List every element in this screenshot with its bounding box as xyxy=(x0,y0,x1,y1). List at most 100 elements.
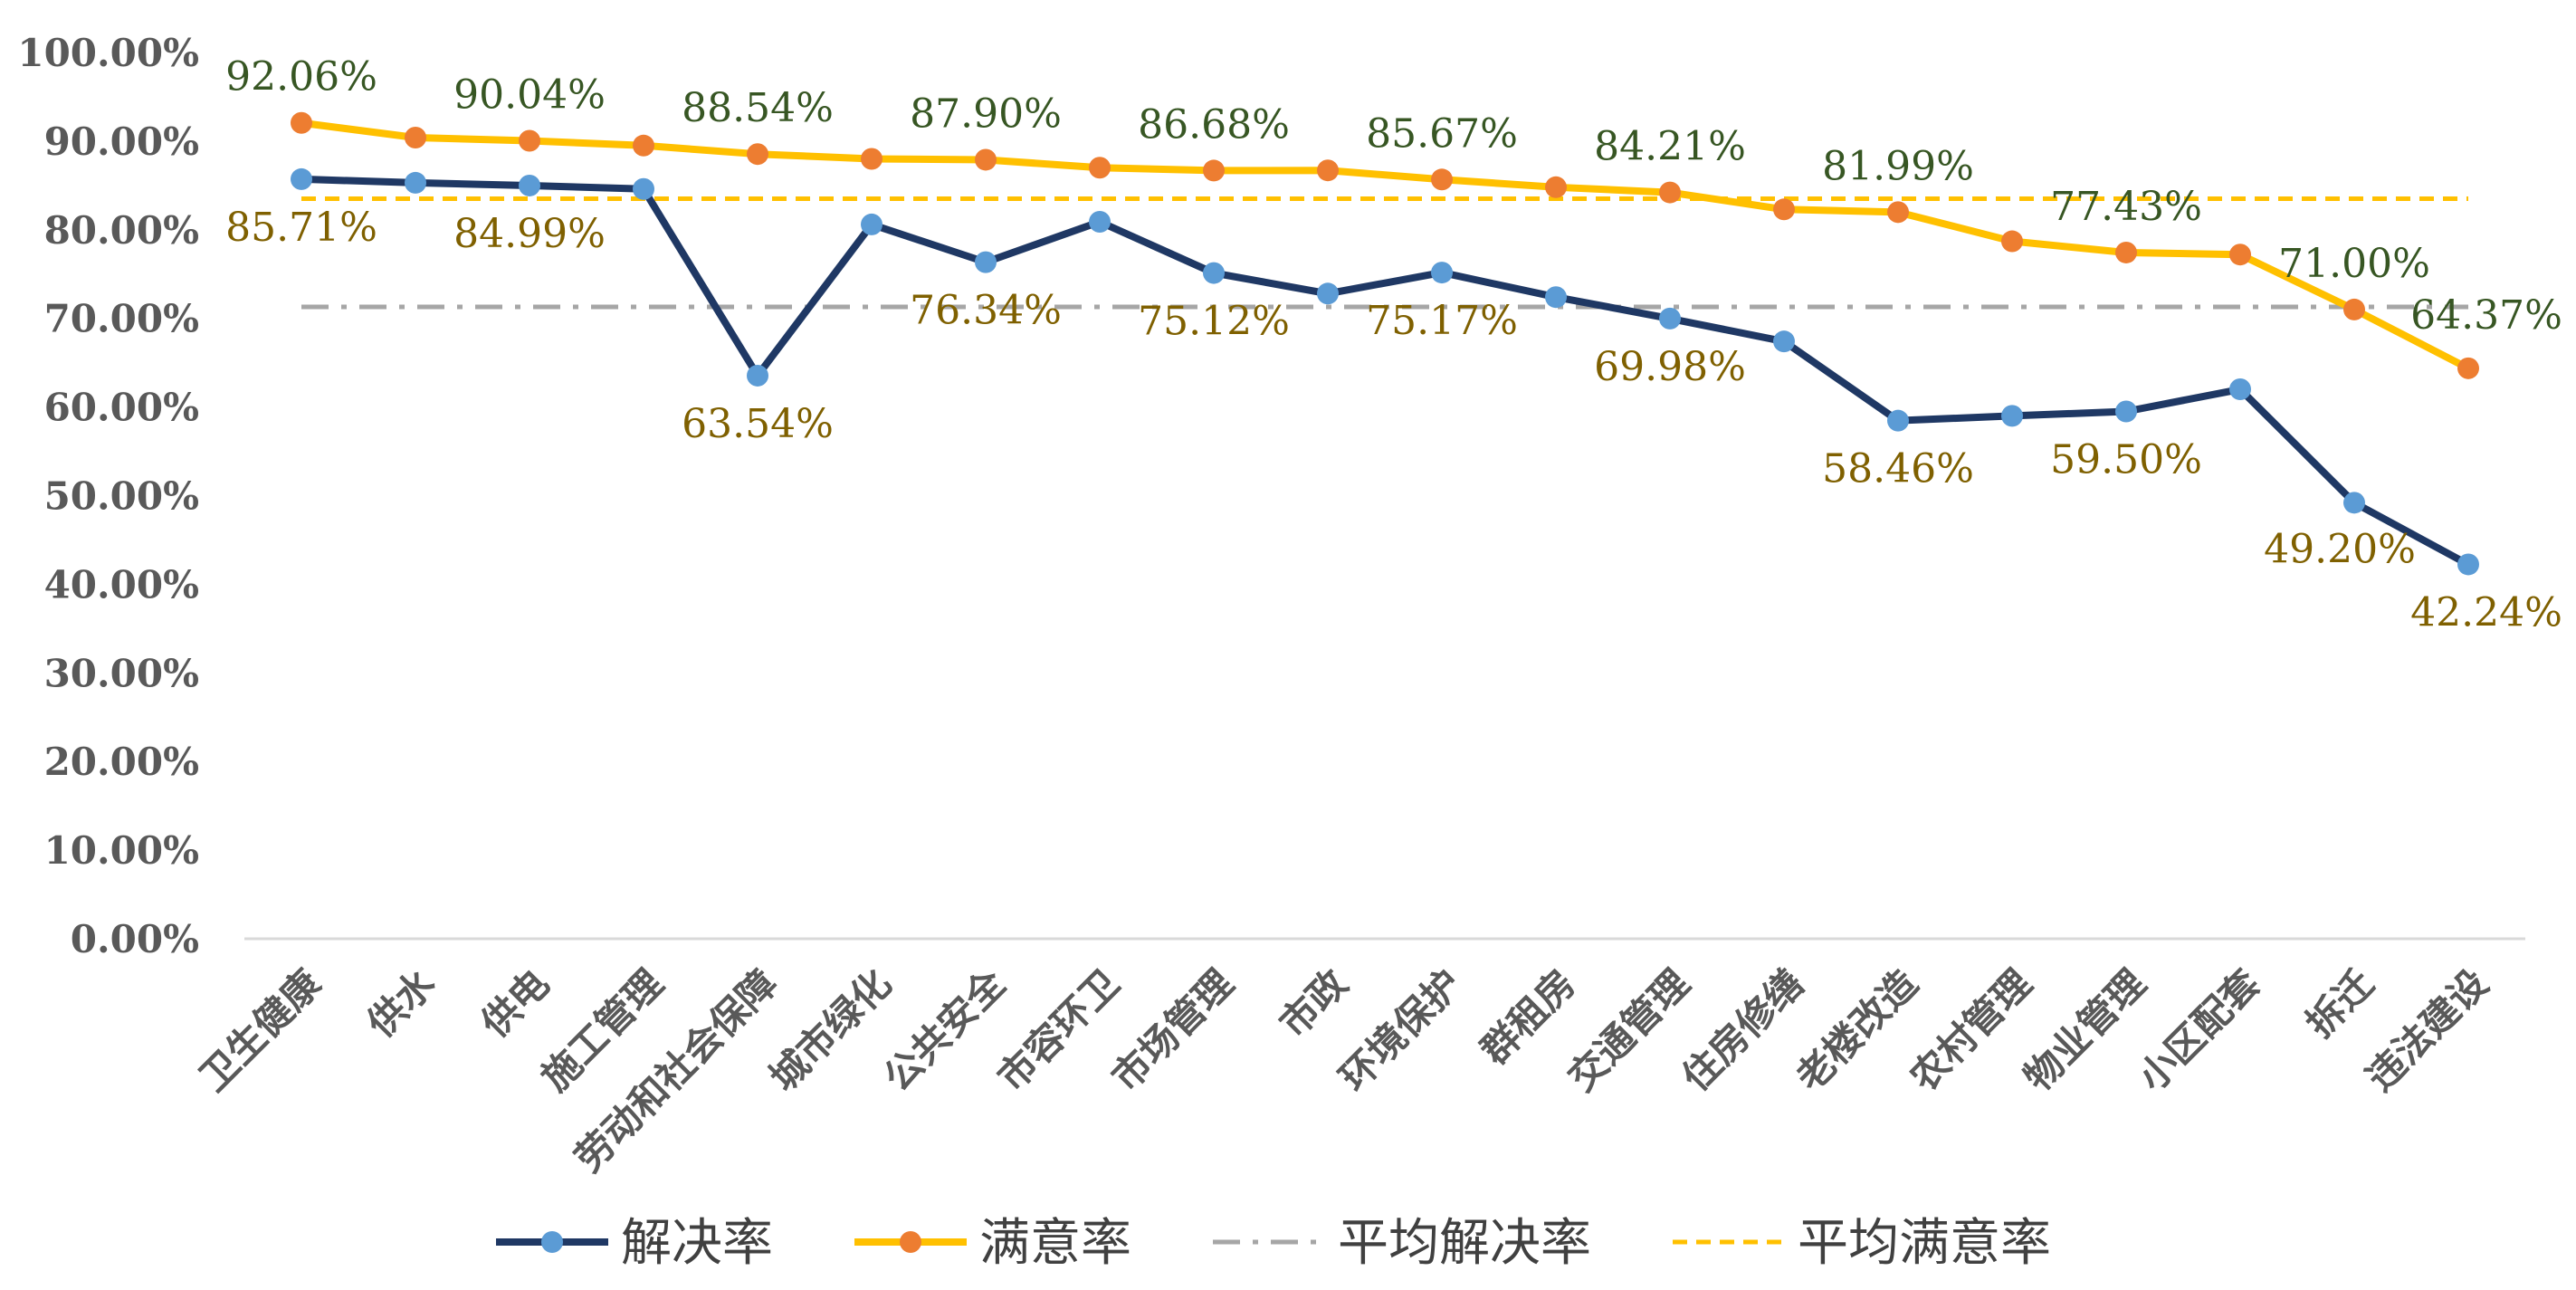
data-point xyxy=(1773,330,1795,352)
data-label: 76.34% xyxy=(910,288,1062,334)
x-tick-label: 物业管理 xyxy=(2016,960,2154,1099)
data-point xyxy=(1659,308,1681,330)
legend-label: 平均解决率 xyxy=(1338,1214,1591,1273)
data-label: 75.17% xyxy=(1366,298,1518,344)
data-point xyxy=(1545,177,1567,198)
legend-item: 解决率 xyxy=(496,1214,773,1273)
x-tick-label: 住房修缮 xyxy=(1674,960,1812,1099)
y-tick-label: 70.00% xyxy=(44,297,199,341)
y-tick-label: 40.00% xyxy=(44,562,199,607)
legend-item: 平均解决率 xyxy=(1213,1214,1591,1273)
x-tick-label: 老楼改造 xyxy=(1788,960,1926,1099)
x-tick-label: 供水 xyxy=(358,960,444,1046)
data-label: 59.50% xyxy=(2050,436,2202,483)
data-label: 77.43% xyxy=(2050,184,2202,230)
data-point xyxy=(1089,157,1111,178)
data-label: 90.04% xyxy=(453,72,606,119)
data-point xyxy=(2229,378,2251,400)
data-label: 75.12% xyxy=(1138,299,1290,345)
data-point xyxy=(2457,358,2479,379)
x-tick-label: 群租房 xyxy=(1472,960,1584,1073)
data-point xyxy=(2001,231,2023,253)
data-label: 69.98% xyxy=(1594,344,1746,390)
data-label: 71.00% xyxy=(2278,241,2430,287)
data-label: 92.06% xyxy=(225,54,377,100)
data-point xyxy=(519,130,540,152)
x-tick-label: 市政 xyxy=(1271,960,1356,1046)
data-point xyxy=(1089,211,1111,233)
y-tick-label: 100.00% xyxy=(17,31,199,75)
data-label: 81.99% xyxy=(1822,143,1974,189)
data-point xyxy=(2115,400,2137,422)
legend-label: 平均满意率 xyxy=(1798,1214,2051,1273)
x-tick-label: 供电 xyxy=(472,960,558,1046)
data-point xyxy=(633,135,654,157)
x-tick-label: 环境保护 xyxy=(1331,960,1470,1099)
data-label: 86.68% xyxy=(1138,101,1290,148)
y-tick-label: 60.00% xyxy=(44,386,199,430)
legend-item: 平均满意率 xyxy=(1673,1214,2051,1273)
legend-label: 解决率 xyxy=(621,1214,773,1273)
data-label: 49.20% xyxy=(2264,526,2416,572)
data-point xyxy=(2115,242,2137,263)
data-point xyxy=(1203,159,1225,181)
y-tick-label: 0.00% xyxy=(71,917,199,961)
x-tick-label: 市容环卫 xyxy=(989,960,1128,1099)
data-point xyxy=(975,252,997,273)
data-point xyxy=(1887,410,1909,432)
y-tick-label: 30.00% xyxy=(44,651,199,695)
x-tick-label: 拆迁 xyxy=(2297,960,2382,1046)
x-tick-label: 卫生健康 xyxy=(191,960,329,1099)
legend-label: 满意率 xyxy=(979,1214,1131,1273)
data-label: 63.54% xyxy=(682,401,834,447)
data-label: 85.71% xyxy=(225,205,377,251)
data-point xyxy=(1317,282,1339,304)
data-point xyxy=(291,112,312,134)
data-point xyxy=(975,148,997,170)
y-tick-label: 80.00% xyxy=(44,208,199,253)
data-point xyxy=(1203,263,1225,284)
data-point xyxy=(1659,182,1681,204)
legend-swatch-marker xyxy=(900,1231,921,1253)
x-tick-label: 交通管理 xyxy=(1560,960,1698,1099)
data-point xyxy=(1431,262,1453,283)
data-label: 87.90% xyxy=(910,91,1062,137)
x-tick-label: 公共安全 xyxy=(875,960,1015,1100)
data-point xyxy=(1431,168,1453,190)
data-point xyxy=(291,168,312,190)
y-tick-label: 90.00% xyxy=(44,119,199,164)
data-point xyxy=(2229,244,2251,265)
data-label: 64.37% xyxy=(2410,292,2562,339)
x-tick-label: 小区配套 xyxy=(2130,960,2268,1099)
legend-item: 满意率 xyxy=(854,1214,1131,1273)
x-tick-label: 劳动和社会保障 xyxy=(567,960,787,1180)
data-label: 88.54% xyxy=(682,85,834,131)
y-tick-label: 10.00% xyxy=(44,828,199,873)
data-point xyxy=(1545,286,1567,308)
data-point xyxy=(2457,553,2479,575)
data-point xyxy=(405,172,426,194)
data-point xyxy=(1317,159,1339,181)
data-point xyxy=(633,178,654,200)
data-label: 85.67% xyxy=(1366,110,1518,157)
data-point xyxy=(405,127,426,148)
x-tick-label: 违法建设 xyxy=(2358,960,2496,1099)
data-point xyxy=(2001,405,2023,426)
data-label: 84.99% xyxy=(453,211,606,257)
x-tick-label: 城市绿化 xyxy=(761,960,900,1099)
data-point xyxy=(861,148,883,169)
data-point xyxy=(2343,299,2365,320)
data-point xyxy=(519,175,540,196)
data-label: 84.21% xyxy=(1594,124,1746,170)
series-line xyxy=(301,179,2468,565)
y-tick-label: 50.00% xyxy=(44,474,199,519)
legend-swatch-marker xyxy=(541,1231,563,1253)
data-point xyxy=(2343,492,2365,513)
y-tick-label: 20.00% xyxy=(44,740,199,784)
x-tick-label: 农村管理 xyxy=(1902,960,2040,1099)
data-point xyxy=(1773,198,1795,220)
x-tick-label: 市场管理 xyxy=(1103,960,1242,1099)
data-point xyxy=(747,143,768,165)
